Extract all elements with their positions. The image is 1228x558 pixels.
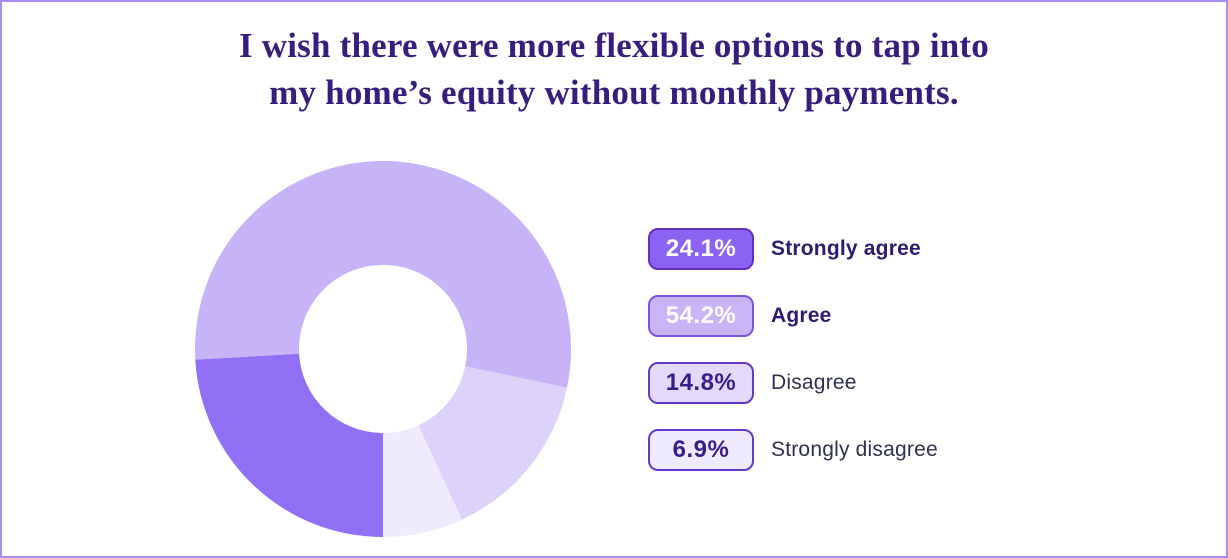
legend-label: Strongly disagree bbox=[771, 438, 938, 461]
legend-item: 54.2% Agree bbox=[648, 295, 938, 337]
legend-item: 14.8% Disagree bbox=[648, 362, 938, 404]
legend-percent-badge: 6.9% bbox=[648, 429, 754, 471]
legend-label: Strongly agree bbox=[771, 237, 921, 260]
legend-label: Agree bbox=[771, 304, 832, 327]
donut-segment-disagree bbox=[418, 366, 567, 520]
page-title-line2: my home’s equity without monthly payment… bbox=[269, 73, 959, 112]
legend-percent-badge: 24.1% bbox=[648, 228, 754, 270]
legend-percent-badge: 14.8% bbox=[648, 362, 754, 404]
donut-segment-strongly-disagree bbox=[383, 425, 462, 537]
legend-percent-badge: 54.2% bbox=[648, 295, 754, 337]
donut-segment-strongly-agree bbox=[195, 353, 383, 537]
page-title: I wish there were more flexible options … bbox=[2, 22, 1226, 116]
page-title-line1: I wish there were more flexible options … bbox=[238, 26, 989, 65]
chart-legend: 24.1% Strongly agree 54.2% Agree 14.8% Disagr… bbox=[648, 228, 938, 471]
donut-chart bbox=[195, 161, 571, 537]
legend-label: Disagree bbox=[771, 371, 857, 394]
legend-item: 24.1% Strongly agree bbox=[648, 228, 938, 270]
legend-item: 6.9% Strongly disagree bbox=[648, 429, 938, 471]
donut-segment-agree bbox=[195, 161, 571, 388]
